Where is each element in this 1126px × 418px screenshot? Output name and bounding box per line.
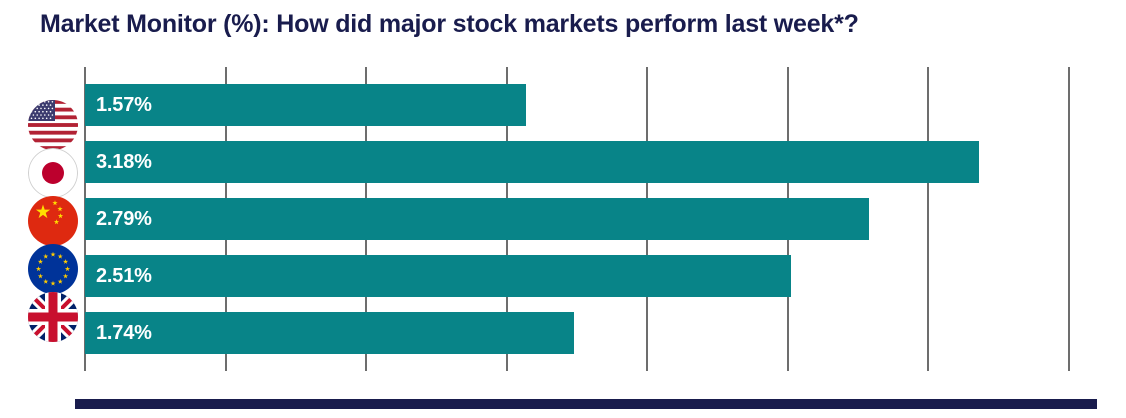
uk-flag-icon xyxy=(28,292,78,342)
value-label-united-kingdom: 1.74% xyxy=(96,321,152,344)
china-flag-icon xyxy=(28,196,78,246)
gridline-3.5pct xyxy=(1068,67,1070,371)
japan-flag-icon xyxy=(28,148,78,198)
gridline-3.0pct xyxy=(927,67,930,371)
value-label-european-union: 2.51% xyxy=(96,264,152,287)
value-label-japan: 3.18% xyxy=(96,150,152,173)
bar-united-kingdom: 1.74% xyxy=(85,312,574,354)
footer-rule xyxy=(75,399,1097,409)
bar-japan: 3.18% xyxy=(85,141,979,183)
page-title: Market Monitor (%): How did major stock … xyxy=(40,10,859,38)
eu-flag-icon xyxy=(28,244,78,294)
us-flag-icon xyxy=(28,100,78,150)
bar-european-union: 2.51% xyxy=(85,255,791,297)
bar-united-states: 1.57% xyxy=(85,84,526,126)
bar-chart: 1.57% 3.18% 2.79% 2.51% 1.74% xyxy=(0,67,1126,371)
value-label-united-states: 1.57% xyxy=(96,93,152,116)
bar-china: 2.79% xyxy=(85,198,869,240)
value-label-china: 2.79% xyxy=(96,207,152,230)
